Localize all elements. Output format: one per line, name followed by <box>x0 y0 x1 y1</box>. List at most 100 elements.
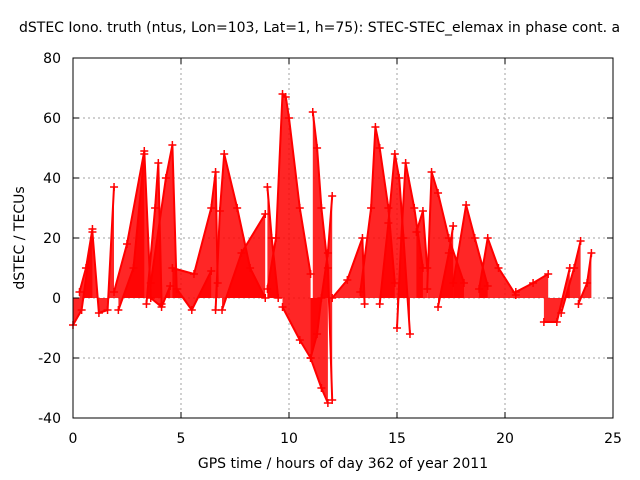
data-point <box>384 219 393 227</box>
data-point <box>75 288 84 296</box>
data-point <box>529 279 538 287</box>
y-axis-label: dSTEC / TECUs <box>12 186 28 290</box>
chart-title: dSTEC Iono. truth (ntus, Lon=103, Lat=1,… <box>0 20 640 40</box>
series-fill <box>310 298 328 403</box>
data-point <box>375 144 384 152</box>
data-point <box>449 222 458 230</box>
data-point <box>77 306 86 314</box>
y-tick-label: 60 <box>43 111 61 127</box>
x-tick-label: 25 <box>604 431 622 447</box>
x-tick-label: 20 <box>496 431 514 447</box>
data-point <box>317 384 326 392</box>
data-point <box>151 204 160 212</box>
data-point <box>317 204 326 212</box>
y-tick-label: -20 <box>38 351 61 367</box>
data-point <box>371 123 380 131</box>
data-point <box>278 303 287 311</box>
data-point <box>88 225 97 233</box>
y-tick-label: 0 <box>52 291 61 307</box>
data-point <box>220 150 229 158</box>
data-point <box>189 270 198 278</box>
data-point <box>328 396 337 404</box>
y-tick-label: -40 <box>38 411 61 427</box>
data-point <box>570 264 579 272</box>
data-point <box>328 294 337 302</box>
series-fill <box>427 172 464 298</box>
data-point <box>211 168 220 176</box>
data-point <box>576 237 585 245</box>
data-point <box>328 192 337 200</box>
series-fill <box>215 154 266 310</box>
series-fill <box>282 196 333 358</box>
data-point <box>263 285 272 293</box>
data-point <box>434 303 443 311</box>
data-point <box>401 159 410 167</box>
data-point <box>552 318 561 326</box>
axis-ticks <box>72 57 614 419</box>
data-point <box>587 249 596 257</box>
data-point <box>263 183 272 191</box>
data-point <box>423 285 432 293</box>
data-point <box>494 264 503 272</box>
series-fill <box>561 241 581 313</box>
data-point <box>418 207 427 215</box>
data-point <box>360 300 369 308</box>
data-point <box>470 234 479 242</box>
data-point <box>123 240 131 248</box>
series-fill <box>172 172 218 298</box>
y-tick-label: 80 <box>43 51 61 67</box>
data-point <box>81 264 90 272</box>
series-fill <box>79 229 93 298</box>
data-point <box>444 249 453 257</box>
data-point <box>187 306 196 314</box>
y-tick-label: 20 <box>43 231 61 247</box>
data-point <box>375 300 384 308</box>
y-tick-labels: -40 -20 0 20 40 60 80 <box>38 51 61 427</box>
data-point <box>393 324 401 332</box>
data-point <box>511 288 520 296</box>
data-point <box>237 249 246 257</box>
data-point <box>412 228 421 236</box>
data-point <box>395 174 404 182</box>
data-point <box>397 234 406 242</box>
data-point <box>140 150 149 158</box>
x-tick-label: 10 <box>280 431 298 447</box>
data-point <box>94 309 103 317</box>
data-point <box>367 204 376 212</box>
data-point <box>114 306 123 314</box>
data-point <box>475 285 484 293</box>
x-tick-labels: 0 5 10 15 20 25 <box>69 431 622 447</box>
data-point <box>295 336 304 344</box>
data-point <box>544 270 553 278</box>
data-point <box>323 399 332 407</box>
data-point <box>272 234 281 242</box>
data-point <box>308 108 317 116</box>
data-layer <box>69 90 596 407</box>
x-tick-label: 15 <box>388 431 406 447</box>
data-point <box>161 174 170 182</box>
data-point <box>103 306 112 314</box>
series-fill <box>543 268 570 322</box>
series-fill <box>150 145 212 310</box>
series-fill <box>73 187 114 325</box>
data-point <box>410 204 419 212</box>
data-point <box>405 330 414 338</box>
data-point <box>110 183 119 191</box>
x-axis-label: GPS time / hours of day 362 of year 2011 <box>197 456 489 472</box>
data-point <box>323 264 332 272</box>
series-fill <box>515 274 549 298</box>
series-fill <box>312 112 333 400</box>
data-point <box>390 150 399 158</box>
chart-title-text: dSTEC Iono. truth (ntus, Lon=103, Lat=1,… <box>19 20 621 36</box>
data-point <box>207 204 216 212</box>
data-point <box>539 318 548 326</box>
data-point <box>306 354 315 362</box>
data-point <box>110 288 119 296</box>
data-point <box>233 204 242 212</box>
data-point <box>313 144 322 152</box>
data-point <box>295 204 304 212</box>
data-point <box>483 234 492 242</box>
data-point <box>462 201 471 209</box>
series-fill <box>267 94 311 298</box>
